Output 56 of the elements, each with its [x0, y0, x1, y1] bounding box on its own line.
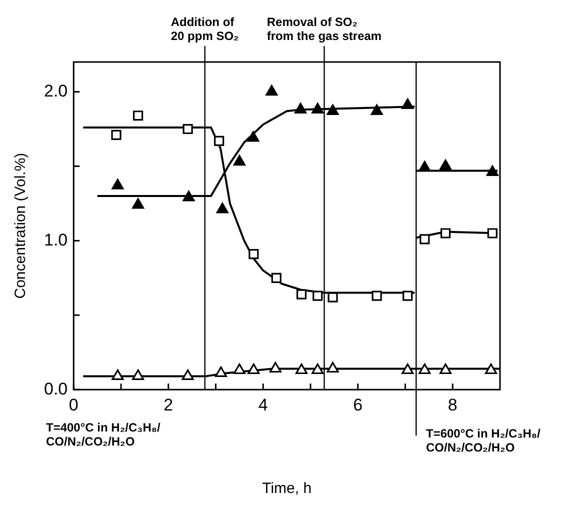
point — [420, 234, 430, 244]
point — [112, 178, 124, 190]
point — [248, 363, 260, 374]
point — [486, 165, 498, 176]
point — [440, 363, 452, 374]
point — [440, 228, 451, 238]
x-tick-label: 6 — [353, 395, 363, 414]
y-tick-label: 1.0 — [44, 230, 68, 250]
point — [216, 202, 228, 214]
point — [370, 104, 383, 115]
point — [296, 289, 307, 300]
point — [312, 102, 324, 114]
point — [328, 292, 338, 302]
point — [402, 290, 413, 301]
point — [312, 363, 324, 374]
x-axis-title: Time, h — [262, 480, 312, 498]
point — [248, 249, 259, 260]
x-tick-label: 4 — [258, 395, 268, 414]
point — [418, 363, 431, 374]
point — [182, 124, 193, 134]
point — [487, 228, 498, 238]
text: T=400°C in H₂/C₃H₈/ CO/N₂/CO₂/H₂O — [46, 420, 161, 449]
text: T=600°C in H₂/C₃H₈/ CO/N₂/CO₂/H₂O — [426, 426, 541, 455]
point — [326, 104, 339, 115]
point — [112, 369, 124, 380]
x-tick-label: 8 — [448, 395, 458, 414]
point — [233, 363, 246, 374]
point — [296, 363, 308, 374]
x-tick-label: 0 — [68, 395, 78, 414]
point — [182, 369, 194, 380]
point — [247, 131, 260, 142]
point — [182, 190, 195, 202]
point — [372, 290, 382, 301]
point — [402, 363, 414, 374]
point — [271, 272, 282, 283]
point — [214, 136, 224, 146]
x-tick-label: 2 — [164, 395, 174, 414]
point — [485, 363, 497, 374]
point — [402, 98, 414, 109]
point — [294, 102, 307, 114]
point — [312, 290, 323, 301]
point — [326, 362, 339, 373]
point — [266, 84, 278, 96]
point — [233, 154, 246, 166]
point — [214, 366, 227, 378]
ref-line-label: Removal of SO₂ from the gas stream — [266, 15, 382, 43]
y-axis-title: Concentration (Vol.%) — [12, 152, 30, 299]
point — [133, 110, 144, 121]
y-tick-label: 2.0 — [44, 81, 68, 100]
ref-line-label: Addition of 20 ppm SO₂ — [170, 15, 239, 43]
point — [269, 362, 282, 373]
point — [111, 130, 122, 140]
y-tick-label: 0.0 — [44, 379, 68, 398]
point — [440, 159, 452, 170]
point — [132, 369, 144, 380]
point — [132, 198, 144, 209]
